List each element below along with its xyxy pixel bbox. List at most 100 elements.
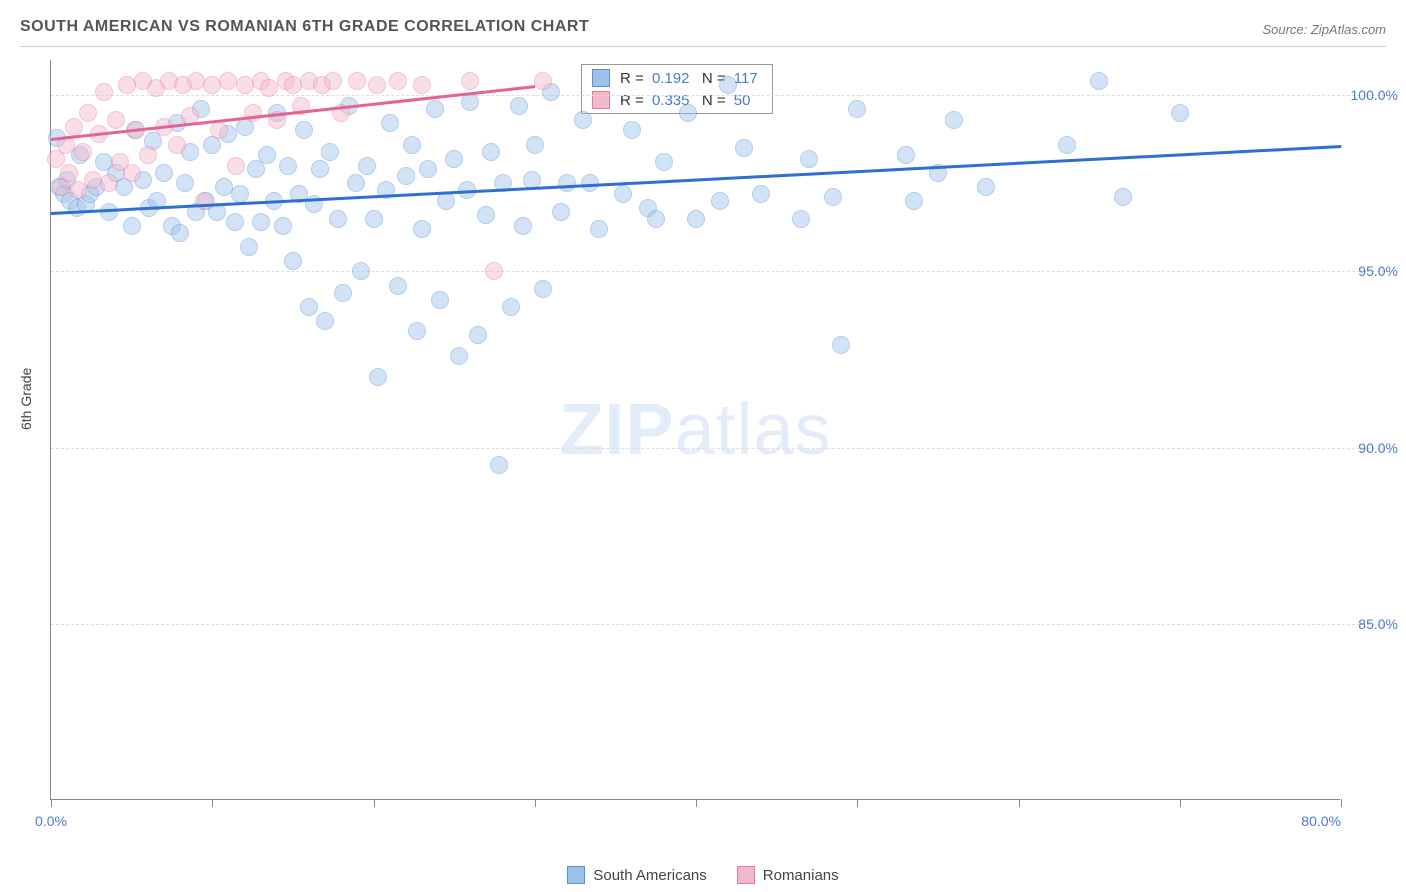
data-point — [408, 322, 426, 340]
stats-row: R = 0.335 N = 50 — [582, 89, 772, 111]
data-point — [477, 206, 495, 224]
data-point — [226, 213, 244, 231]
legend-label: Romanians — [763, 867, 839, 884]
x-tick — [535, 799, 536, 807]
data-point — [334, 284, 352, 302]
data-point — [647, 210, 665, 228]
x-tick — [1019, 799, 1020, 807]
data-point — [347, 174, 365, 192]
data-point — [139, 146, 157, 164]
data-point — [311, 160, 329, 178]
plot-area: ZIPatlas R = 0.192 N = 117 R = 0.335 N = … — [50, 60, 1340, 800]
data-point — [431, 291, 449, 309]
data-point — [324, 72, 342, 90]
data-point — [348, 72, 366, 90]
stats-row: R = 0.192 N = 117 — [582, 67, 772, 89]
data-point — [227, 157, 245, 175]
x-tick — [212, 799, 213, 807]
data-point — [195, 192, 213, 210]
data-point — [123, 164, 141, 182]
gridline — [51, 448, 1390, 449]
data-point — [614, 185, 632, 203]
data-point — [321, 143, 339, 161]
gridline — [51, 624, 1390, 625]
y-tick-label: 85.0% — [1343, 616, 1398, 632]
data-point — [526, 136, 544, 154]
data-point — [679, 104, 697, 122]
stats-text: R = 0.192 N = 117 — [620, 70, 762, 87]
data-point — [687, 210, 705, 228]
data-point — [510, 97, 528, 115]
data-point — [176, 174, 194, 192]
data-point — [329, 210, 347, 228]
data-point — [450, 347, 468, 365]
gridline — [51, 95, 1390, 96]
data-point — [719, 76, 737, 94]
data-point — [711, 192, 729, 210]
data-point — [490, 456, 508, 474]
legend-label: South Americans — [593, 867, 706, 884]
data-point — [426, 100, 444, 118]
data-point — [240, 238, 258, 256]
data-point — [945, 111, 963, 129]
x-tick — [857, 799, 858, 807]
data-point — [413, 220, 431, 238]
stats-swatch — [592, 69, 610, 87]
data-point — [461, 93, 479, 111]
data-point — [1114, 188, 1132, 206]
data-point — [832, 336, 850, 354]
data-point — [203, 76, 221, 94]
data-point — [210, 121, 228, 139]
data-point — [219, 72, 237, 90]
x-tick — [1341, 799, 1342, 807]
title-divider — [20, 46, 1386, 47]
source-label: Source: ZipAtlas.com — [1262, 22, 1386, 37]
data-point — [482, 143, 500, 161]
data-point — [514, 217, 532, 235]
data-point — [252, 213, 270, 231]
legend-swatch — [737, 866, 755, 884]
data-point — [368, 76, 386, 94]
data-point — [381, 114, 399, 132]
data-point — [187, 72, 205, 90]
data-point — [419, 160, 437, 178]
data-point — [123, 217, 141, 235]
data-point — [155, 164, 173, 182]
data-point — [848, 100, 866, 118]
data-point — [800, 150, 818, 168]
data-point — [1171, 104, 1189, 122]
x-tick-label: 0.0% — [35, 813, 67, 829]
data-point — [284, 252, 302, 270]
y-tick-label: 100.0% — [1343, 87, 1398, 103]
data-point — [574, 111, 592, 129]
data-point — [824, 188, 842, 206]
data-point — [171, 224, 189, 242]
data-point — [977, 178, 995, 196]
data-point — [534, 280, 552, 298]
legend-item: South Americans — [567, 866, 706, 884]
data-point — [358, 157, 376, 175]
x-tick — [374, 799, 375, 807]
data-point — [1058, 136, 1076, 154]
data-point — [445, 150, 463, 168]
data-point — [316, 312, 334, 330]
data-point — [118, 76, 136, 94]
data-point — [389, 72, 407, 90]
stats-box: R = 0.192 N = 117 R = 0.335 N = 50 — [581, 64, 773, 114]
data-point — [107, 111, 125, 129]
data-point — [369, 368, 387, 386]
data-point — [352, 262, 370, 280]
y-tick-label: 95.0% — [1343, 263, 1398, 279]
gridline — [51, 271, 1390, 272]
data-point — [389, 277, 407, 295]
watermark: ZIPatlas — [559, 389, 831, 471]
watermark-light: atlas — [674, 390, 831, 470]
legend-swatch — [567, 866, 585, 884]
data-point — [655, 153, 673, 171]
data-point — [60, 164, 78, 182]
data-point — [752, 185, 770, 203]
data-point — [65, 118, 83, 136]
data-point — [365, 210, 383, 228]
data-point — [534, 72, 552, 90]
data-point — [397, 167, 415, 185]
